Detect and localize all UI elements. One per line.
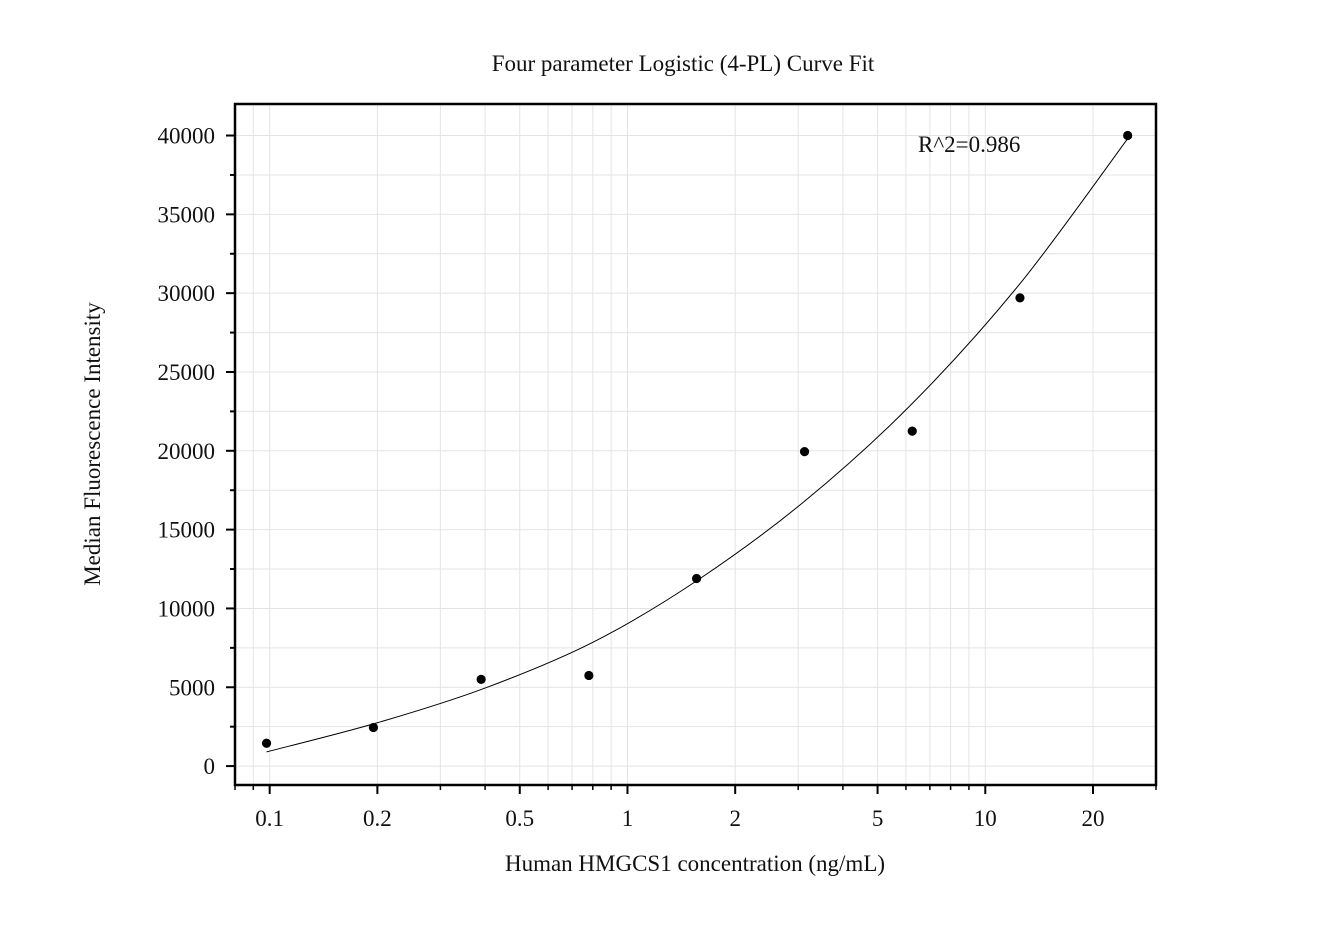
x-tick-label: 2	[729, 806, 741, 831]
chart-title: Four parameter Logistic (4-PL) Curve Fit	[492, 51, 875, 76]
y-tick-label: 35000	[158, 202, 216, 227]
data-point	[368, 722, 379, 733]
axes: 0.1 0.2 0.5 1 2 5 10 20 0 5000 10000 15000 20000 2500…	[158, 124, 1157, 831]
y-tick-label: 30000	[158, 281, 216, 306]
y-tick-label: 15000	[158, 518, 216, 543]
data-point	[261, 738, 272, 748]
y-tick-label: 0	[204, 754, 216, 779]
x-tick-label: 20	[1081, 806, 1104, 831]
plot-frame	[233, 102, 1158, 787]
grid	[234, 104, 1157, 785]
fit-curve	[266, 138, 1129, 753]
data-point	[907, 426, 917, 436]
y-tick-label: 10000	[158, 596, 216, 621]
y-axis-label: Median Fluorescence Intensity	[80, 302, 105, 586]
x-tick-label: 0.1	[255, 806, 284, 831]
x-tick-label: 1	[622, 806, 634, 831]
data-point	[1015, 293, 1025, 303]
y-tick-label: 20000	[158, 439, 216, 464]
y-tick-label: 5000	[169, 675, 215, 700]
y-tick-label: 40000	[158, 124, 216, 149]
data-point	[584, 670, 594, 681]
data-point	[1123, 130, 1133, 141]
data-point	[476, 674, 486, 684]
x-tick-label: 10	[974, 806, 997, 831]
y-tick-label: 25000	[158, 360, 216, 385]
x-tick-label: 0.5	[505, 806, 534, 831]
r-squared-annotation: R^2=0.986	[918, 132, 1020, 157]
data-points	[261, 130, 1133, 748]
data-point	[691, 573, 702, 584]
data-point	[799, 446, 810, 457]
x-tick-label: 0.2	[363, 806, 392, 831]
x-tick-label: 5	[872, 806, 884, 831]
x-axis-label: Human HMGCS1 concentration (ng/mL)	[505, 851, 885, 876]
